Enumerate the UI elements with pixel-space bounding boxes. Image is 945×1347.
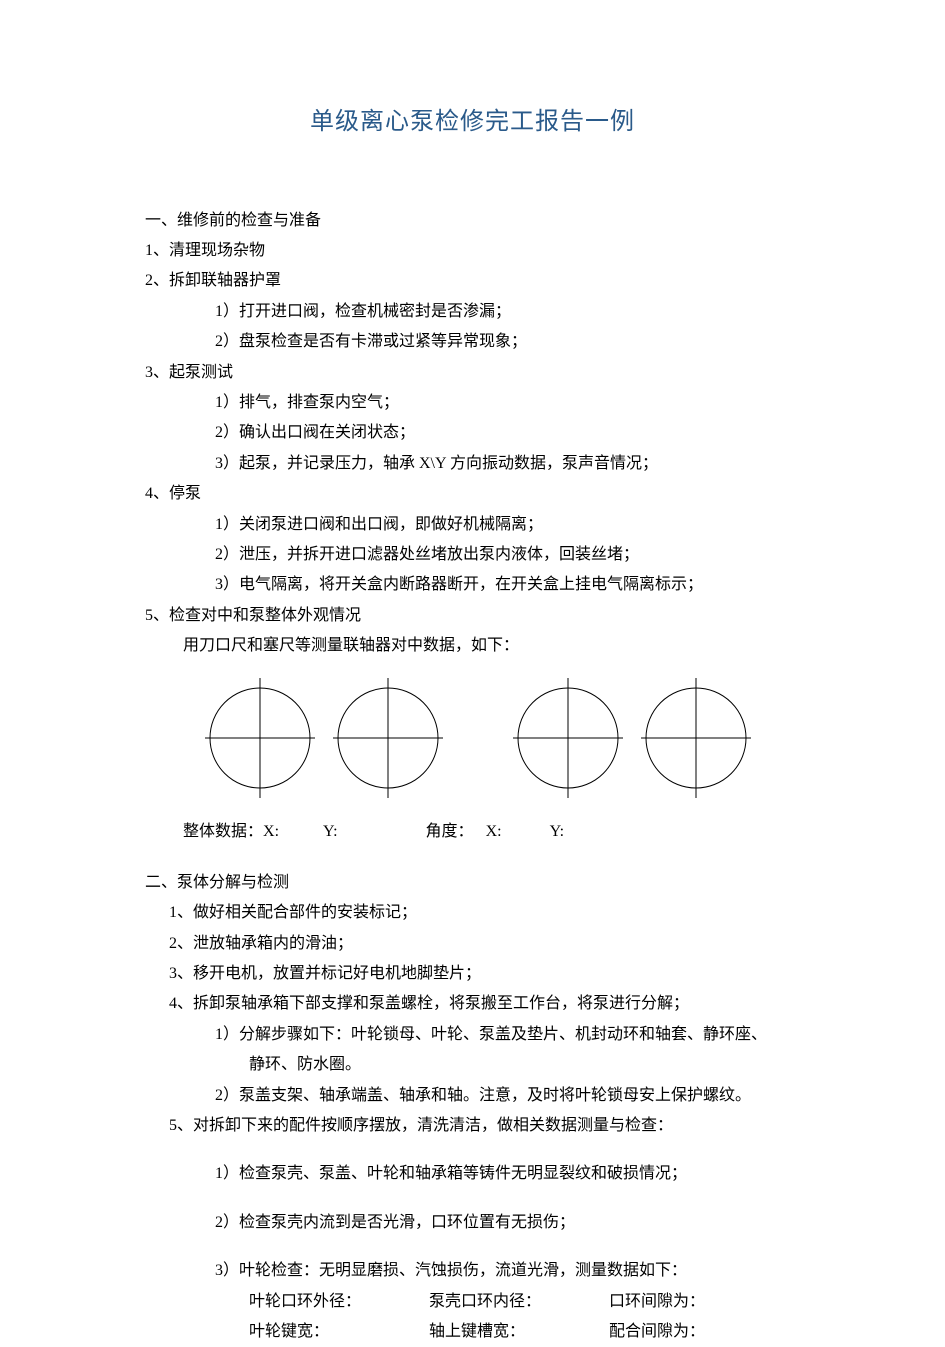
label-x: X: — [263, 817, 279, 847]
s1-item4-sub1: 1）关闭泵进口阀和出口阀，即做好机械隔离； — [145, 510, 800, 540]
s1-item4-sub3: 3）电气隔离，将开关盒内断路器断开，在开关盒上挂电气隔离标示； — [145, 570, 800, 600]
label-angle: 角度： — [426, 817, 474, 847]
s1-item2-sub1: 1）打开进口阀，检查机械密封是否渗漏； — [145, 297, 800, 327]
s1-item3-sub2: 2）确认出口阀在关闭状态； — [145, 418, 800, 448]
alignment-data-row: 整体数据： X: Y: 角度： X: Y: — [145, 817, 800, 847]
s1-item2: 2、拆卸联轴器护罩 — [145, 266, 800, 296]
s1-item4: 4、停泵 — [145, 479, 800, 509]
measure-1c: 口环间隙为： — [609, 1287, 705, 1317]
page-title: 单级离心泵检修完工报告一例 — [145, 100, 800, 146]
s2-item2: 2、泄放轴承箱内的滑油； — [145, 929, 800, 959]
crosshair-circle-icon — [513, 673, 623, 803]
label-whole: 整体数据： — [183, 817, 263, 847]
measure-row-2: 叶轮键宽： 轴上键槽宽： 配合间隙为： — [145, 1317, 800, 1347]
s2-check1: 1）检查泵壳、泵盖、叶轮和轴承箱等铸件无明显裂纹和破损情况； — [145, 1159, 800, 1189]
crosshair-circle-icon — [205, 673, 315, 803]
s1-item1: 1、清理现场杂物 — [145, 236, 800, 266]
s1-item3: 3、起泵测试 — [145, 358, 800, 388]
measure-1b: 泵壳口环内径： — [429, 1287, 609, 1317]
s2-item3: 3、移开电机，放置并标记好电机地脚垫片； — [145, 959, 800, 989]
s1-item3-sub1: 1）排气，排查泵内空气； — [145, 388, 800, 418]
crosshair-circle-icon — [333, 673, 443, 803]
s2-check3: 3）叶轮检查：无明显磨损、汽蚀损伤，流道光滑，测量数据如下： — [145, 1256, 800, 1286]
s2-check2: 2）检查泵壳内流到是否光滑，口环位置有无损伤； — [145, 1208, 800, 1238]
section2-heading: 二、泵体分解与检测 — [145, 868, 800, 898]
s2-item1: 1、做好相关配合部件的安装标记； — [145, 898, 800, 928]
measure-1a: 叶轮口环外径： — [249, 1287, 429, 1317]
s2-item5: 5、对拆卸下来的配件按顺序摆放，清洗清洁，做相关数据测量与检查： — [145, 1111, 800, 1141]
measure-2a: 叶轮键宽： — [249, 1317, 429, 1347]
label-y: Y: — [323, 817, 338, 847]
label-x2: X: — [486, 817, 502, 847]
label-y2: Y: — [550, 817, 565, 847]
alignment-diagram — [145, 673, 800, 803]
measure-2b: 轴上键槽宽： — [429, 1317, 609, 1347]
measure-row-1: 叶轮口环外径： 泵壳口环内径： 口环间隙为： — [145, 1287, 800, 1317]
s2-item4-sub1: 1）分解步骤如下：叶轮锁母、叶轮、泵盖及垫片、机封动环和轴套、静环座、 — [145, 1020, 800, 1050]
s2-item4: 4、拆卸泵轴承箱下部支撑和泵盖螺栓，将泵搬至工作台，将泵进行分解； — [145, 989, 800, 1019]
measure-2c: 配合间隙为： — [609, 1317, 705, 1347]
s1-item3-sub3: 3）起泵，并记录压力，轴承 X\Y 方向振动数据，泵声音情况； — [145, 449, 800, 479]
s1-item4-sub2: 2）泄压，并拆开进口滤器处丝堵放出泵内液体，回装丝堵； — [145, 540, 800, 570]
s1-item5-extra: 用刀口尺和塞尺等测量联轴器对中数据，如下： — [145, 631, 800, 661]
section1-heading: 一、维修前的检查与准备 — [145, 206, 800, 236]
s2-item4-sub1-cont: 静环、防水圈。 — [145, 1050, 800, 1080]
crosshair-circle-icon — [641, 673, 751, 803]
s1-item2-sub2: 2）盘泵检查是否有卡滞或过紧等异常现象； — [145, 327, 800, 357]
s2-item4-sub2: 2）泵盖支架、轴承端盖、轴承和轴。注意，及时将叶轮锁母安上保护螺纹。 — [145, 1081, 800, 1111]
s1-item5: 5、检查对中和泵整体外观情况 — [145, 601, 800, 631]
